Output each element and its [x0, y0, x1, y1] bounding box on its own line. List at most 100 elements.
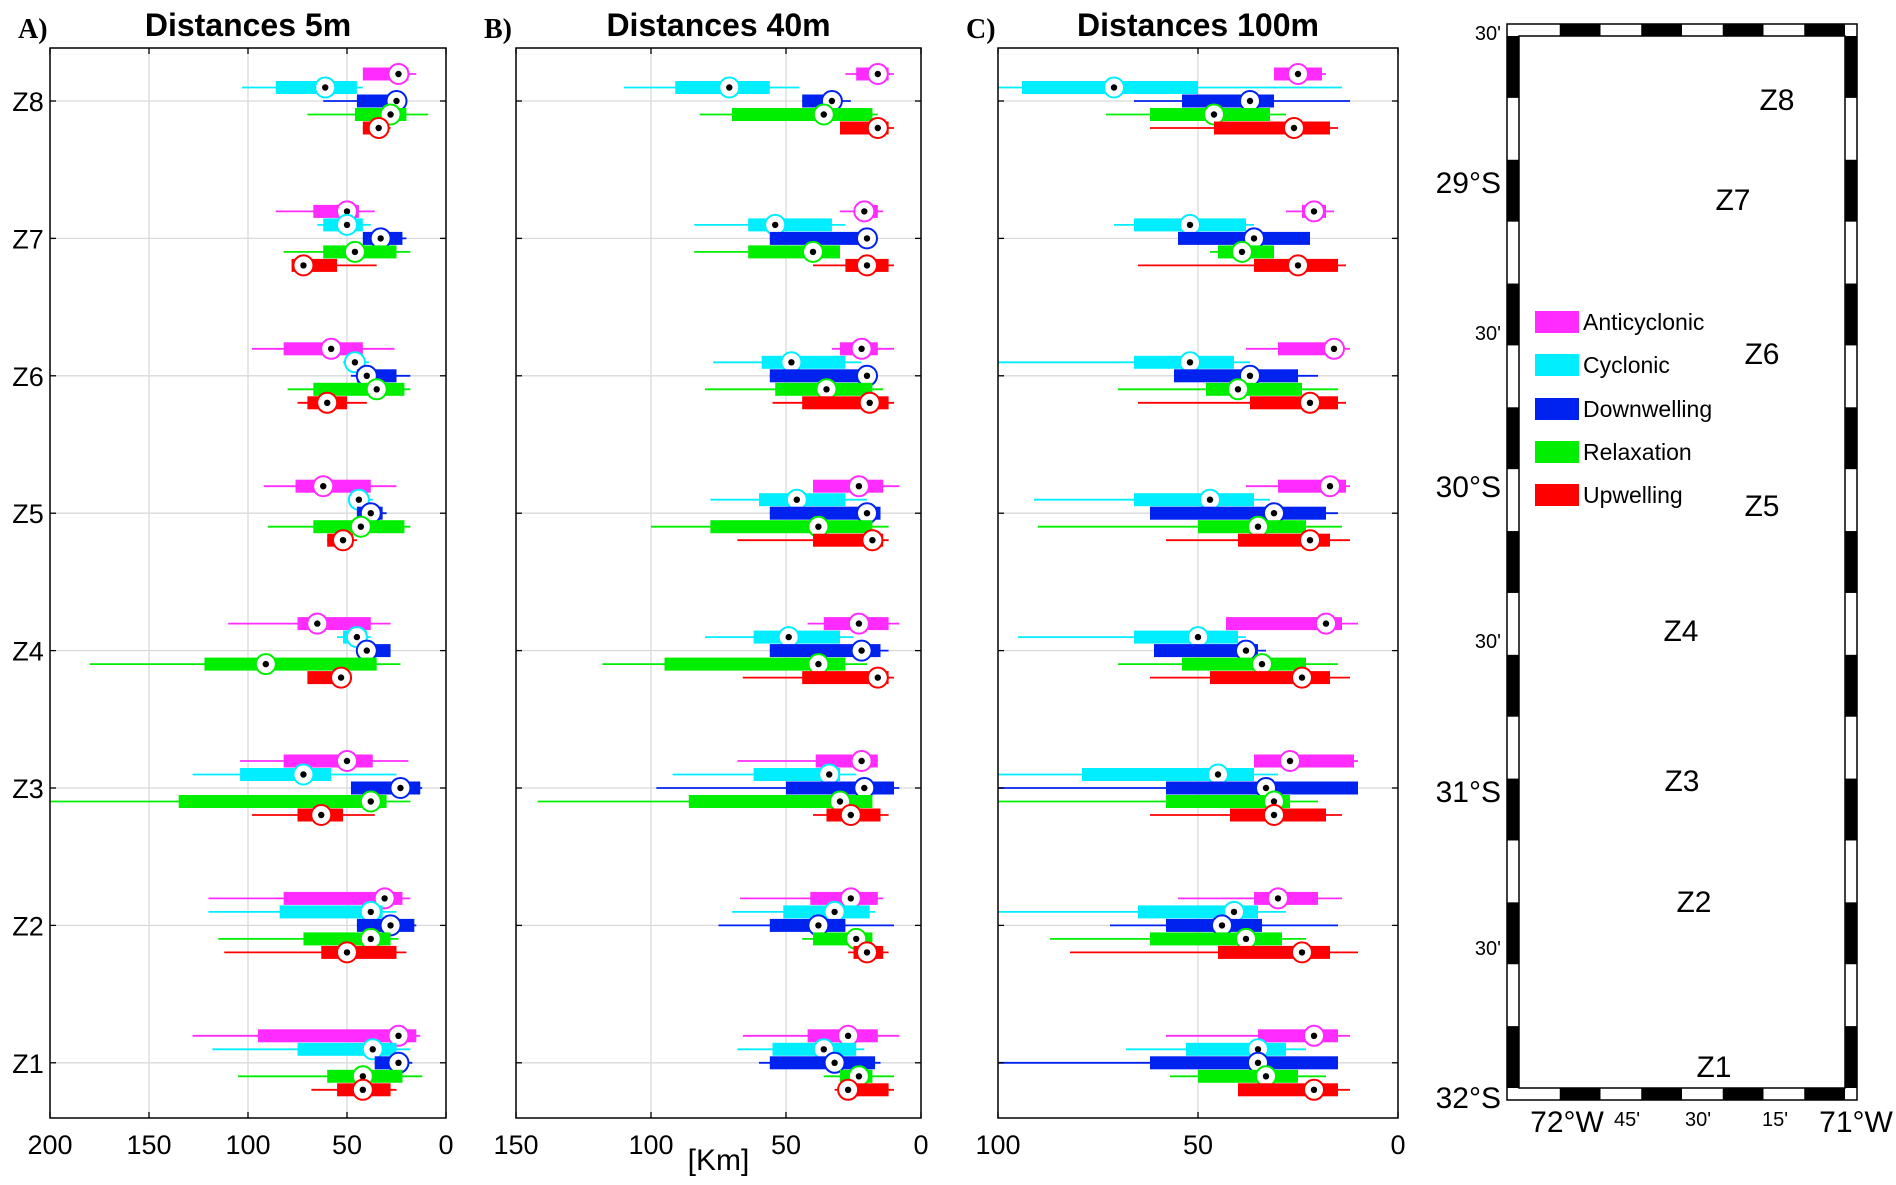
box-downwelling [769, 369, 873, 383]
median-dot [826, 771, 833, 778]
box-downwelling [769, 506, 881, 520]
panel-letter: B) [484, 14, 512, 45]
median-dot [861, 784, 868, 792]
x-tick-label: 50 [771, 1130, 801, 1160]
median-dot [831, 908, 838, 916]
box-upwelling [321, 945, 397, 959]
median-dot [387, 922, 394, 929]
map-lat-label: 30°S [1436, 471, 1501, 504]
median-dot [1230, 908, 1238, 916]
median-dot [318, 811, 325, 819]
median-dot [844, 1032, 852, 1040]
frame-segment [1507, 36, 1519, 98]
median-dot [367, 510, 374, 517]
frame-segment [1507, 902, 1519, 965]
median-dot [1298, 674, 1306, 681]
median-dot [343, 757, 351, 765]
frame-segment [1722, 24, 1764, 36]
panel-letter: C) [966, 14, 996, 45]
median-dot [1270, 811, 1278, 819]
median-dot [1262, 784, 1270, 792]
median-dot [1270, 510, 1278, 517]
median-dot [355, 496, 363, 503]
median-dot [1242, 647, 1250, 654]
median-dot [1110, 84, 1118, 91]
legend-swatch-relaxation [1535, 441, 1579, 463]
frame-segment [1507, 283, 1519, 346]
box-cyclonic [240, 768, 332, 781]
map-legend: Anticyclonic Cyclonic Downwelling Relaxatio… [1535, 309, 1712, 508]
median-dot [855, 1073, 863, 1080]
median-dot [820, 1046, 827, 1053]
map-lon-label: 71°W [1819, 1106, 1893, 1139]
median-dot [1274, 895, 1282, 902]
median-dot [395, 1032, 402, 1040]
x-tick-label: 100 [628, 1130, 673, 1160]
median-dot [815, 922, 822, 929]
median-dot [858, 647, 865, 654]
box-anticyclonic [1226, 617, 1342, 631]
boxplot-panels: 200 150 100 50 0 Z1 Z2 Z3 Z4 Z5 Z6 Z7 Z8 Distances 5m… [12, 7, 1405, 1177]
median-dot [369, 1046, 376, 1053]
median-dot [874, 70, 881, 78]
y-tick-label: Z5 [12, 499, 44, 529]
y-tick-label: Z1 [12, 1049, 44, 1079]
box-downwelling [769, 1056, 876, 1070]
legend-swatch-upwelling [1535, 484, 1579, 506]
frame-segment [1804, 1088, 1845, 1100]
median-dot [1294, 70, 1302, 78]
legend-swatch-downwelling [1535, 398, 1579, 420]
median-dot [1322, 620, 1330, 627]
map-lat-label: 29°S [1436, 167, 1501, 200]
box-upwelling [1214, 121, 1330, 135]
panel-title: Distances 100m [1077, 7, 1319, 43]
y-tick-label: Z3 [12, 774, 44, 804]
x-tick-label: 200 [27, 1130, 72, 1160]
panel-1: 200 150 100 50 0 Z1 Z2 Z3 Z4 Z5 Z6 Z7 Z8 Distances 5m… [12, 7, 453, 1160]
median-dot [395, 1059, 402, 1067]
median-dot [320, 483, 327, 490]
median-dot [395, 70, 402, 78]
median-dot [1258, 660, 1266, 668]
median-dot [300, 771, 307, 778]
median-dot [855, 620, 863, 627]
y-tick-label: Z7 [12, 224, 44, 254]
map-zone-label: Z8 [1759, 84, 1794, 117]
median-dot [858, 345, 865, 352]
panel-2: 150 100 50 0 Distances 40m B) [Km] [484, 7, 929, 1177]
box-relaxation [1182, 657, 1306, 671]
median-dot [343, 949, 351, 956]
median-dot [397, 784, 404, 792]
x-tick-label: 50 [1183, 1130, 1213, 1160]
box-downwelling [1174, 369, 1298, 383]
median-dot [863, 262, 871, 269]
median-dot [861, 208, 868, 215]
median-dot [377, 235, 384, 242]
median-dot [1246, 97, 1254, 105]
x-tick-label: 100 [225, 1130, 270, 1160]
frame-outer [1506, 23, 1858, 1101]
box-upwelling [802, 671, 889, 685]
median-dot [1210, 111, 1218, 118]
median-dot [1214, 771, 1222, 778]
box-cyclonic [1134, 630, 1238, 644]
median-dot [874, 674, 881, 681]
median-dot [1254, 1059, 1262, 1067]
median-dot [847, 811, 854, 819]
median-dot [359, 1073, 367, 1080]
median-dot [351, 248, 359, 256]
median-dot [357, 523, 365, 530]
median-dot [353, 633, 361, 641]
box-relaxation [710, 520, 873, 534]
map-zone-label: Z1 [1696, 1051, 1731, 1084]
map-zone-label: Z5 [1744, 490, 1779, 523]
box-relaxation [1166, 795, 1290, 808]
median-dot [1330, 345, 1338, 352]
x-tick-label: 100 [975, 1130, 1020, 1160]
legend-label: Upwelling [1583, 482, 1683, 508]
median-dot [1186, 359, 1194, 366]
box-upwelling [1250, 396, 1338, 410]
y-tick-label: Z8 [12, 87, 44, 117]
median-dot [1270, 798, 1278, 805]
frame-segment [1845, 283, 1857, 346]
